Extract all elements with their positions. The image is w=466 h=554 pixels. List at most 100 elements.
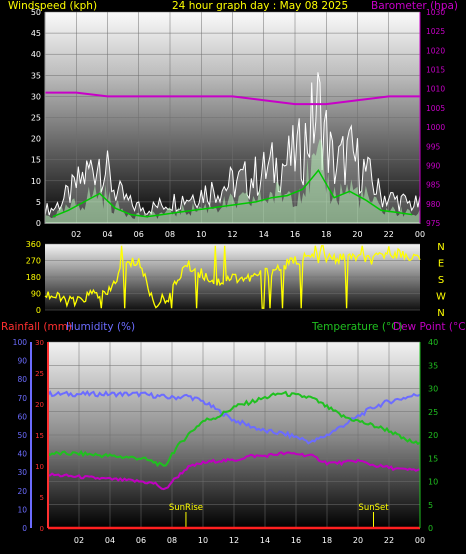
barometer-tick-label: 995 [426, 142, 441, 151]
rain-tick-label: 30 [35, 339, 44, 347]
temperature-tick-label: 15 [428, 454, 438, 463]
wind-tick-label: 15 [31, 156, 41, 165]
temperature-x-tick-label: 00 [415, 536, 425, 545]
humidity-tick-label: 70 [17, 394, 27, 403]
wind-direction-line [44, 245, 421, 309]
temperature-tick-label: 20 [428, 431, 438, 440]
wind-tick-label: 25 [31, 114, 41, 123]
wind-x-tick-label: 12 [227, 230, 237, 239]
wind-tick-label: 35 [31, 71, 41, 80]
rain-tick-label: 5 [40, 494, 44, 502]
temperature-x-tick-label: 08 [167, 536, 177, 545]
wind-x-tick-label: 06 [134, 230, 144, 239]
compass-label: N [437, 308, 444, 319]
wind-x-tick-label: 18 [321, 230, 331, 239]
graph-title: 24 hour graph day : May 08 2025 [172, 0, 348, 12]
compass-label: E [438, 259, 444, 270]
barometer-tick-label: 980 [426, 200, 441, 209]
direction-tick-label: 90 [31, 290, 41, 299]
wind-x-tick-label: 14 [259, 230, 269, 239]
temperature-tick-label: 35 [428, 361, 438, 370]
barometer-tick-label: 1005 [426, 104, 445, 113]
humidity-tick-label: 40 [17, 450, 27, 459]
barometer-tick-label: 1015 [426, 66, 445, 75]
temperature-x-tick-label: 20 [353, 536, 363, 545]
temperature-tick-label: 25 [428, 408, 438, 417]
humidity-tick-label: 90 [17, 357, 27, 366]
wind-x-tick-label: 08 [165, 230, 175, 239]
compass-label: W [436, 292, 446, 303]
barometer-tick-label: 985 [426, 181, 441, 190]
wind-grid [45, 11, 421, 224]
sun-marker-label: SunSet [358, 503, 389, 513]
humidity-label: Humidity (%) [66, 321, 135, 333]
temperature-x-tick-label: 10 [198, 536, 208, 545]
wind-tick-label: 0 [36, 219, 41, 228]
temperature-x-tick-label: 02 [74, 536, 84, 545]
humidity-tick-label: 50 [17, 431, 27, 440]
humidity-tick-label: 60 [17, 412, 27, 421]
barometer-tick-label: 975 [426, 219, 441, 228]
wind-tick-label: 45 [31, 29, 41, 38]
wind-y-ticks: 0 5 10 15 20 25 30 35 40 45 50 [31, 8, 41, 228]
wind-tick-label: 20 [31, 135, 41, 144]
compass-label: S [438, 275, 444, 286]
rain-tick-label: 0 [40, 525, 44, 533]
humidity-tick-label: 80 [17, 375, 27, 384]
direction-tick-label: 180 [26, 273, 41, 282]
humidity-y-ticks: 0 10 20 30 40 50 60 70 80 90 100 [13, 338, 28, 533]
barometer-tick-label: 1000 [426, 123, 445, 132]
temperature-tick-label: 0 [428, 524, 433, 533]
wind-x-ticks: 02 04 06 08 10 12 14 16 18 20 22 00 [71, 230, 425, 239]
temperature-x-tick-label: 14 [260, 536, 270, 545]
windspeed-series [44, 72, 421, 224]
wind-average-line [52, 168, 413, 218]
wind-tick-label: 5 [36, 198, 41, 207]
dewpoint-label: Dew Point (°C) [393, 321, 466, 333]
wind-x-tick-label: 20 [352, 230, 362, 239]
wind-x-tick-label: 16 [290, 230, 300, 239]
barometer-line [45, 91, 420, 106]
barometer-tick-label: 990 [426, 161, 441, 170]
humidity-tick-label: 0 [22, 524, 27, 533]
wind-x-tick-label: 00 [415, 230, 425, 239]
wind-tick-label: 30 [31, 92, 41, 101]
barometer-tick-label: 1020 [426, 46, 445, 55]
direction-tick-label: 360 [26, 240, 41, 249]
barometer-tick-label: 1010 [426, 85, 445, 94]
temperature-x-tick-label: 12 [229, 536, 239, 545]
barometer-y-ticks: 975 980 985 990 995 1000 1005 1010 1015 1020 1025 1… [426, 8, 445, 228]
rain-tick-label: 25 [35, 370, 44, 378]
barometer-tick-label: 1025 [426, 27, 445, 36]
wind-tick-label: 40 [31, 50, 41, 59]
rain-tick-label: 10 [35, 463, 44, 471]
temperature-tick-label: 5 [428, 501, 433, 510]
temperature-x-tick-label: 04 [105, 536, 115, 545]
direction-y-ticks: 0 90 180 270 360 [26, 240, 41, 315]
rain-y-ticks: 0 5 10 15 20 25 30 [35, 339, 44, 533]
windspeed-label: Windspeed (kph) [8, 0, 97, 12]
temperature-tick-label: 30 [428, 385, 438, 394]
temperature-tick-label: 40 [428, 338, 438, 347]
temperature-label: Temperature (°C) [311, 321, 403, 333]
wind-x-tick-label: 02 [71, 230, 81, 239]
dewpoint-line [47, 451, 421, 491]
sun-marker-label: SunRise [169, 503, 203, 513]
rainfall-label: Rainfall (mm) [1, 321, 72, 333]
barometer-label: Barometer (hpa) [371, 0, 458, 12]
wind-x-tick-label: 22 [384, 230, 394, 239]
wind-x-tick-label: 10 [196, 230, 206, 239]
rain-tick-label: 15 [35, 432, 44, 440]
temperature-x-tick-label: 16 [291, 536, 301, 545]
humidity-tick-label: 10 [17, 505, 27, 514]
direction-tick-label: 270 [26, 257, 41, 266]
compass-label: N [437, 242, 444, 253]
direction-tick-label: 0 [36, 306, 41, 315]
humidity-tick-label: 20 [17, 487, 27, 496]
temperature-x-ticks: 02 04 06 08 10 12 14 16 18 20 22 00 [74, 536, 425, 545]
humidity-tick-label: 30 [17, 468, 27, 477]
wind-x-tick-label: 04 [102, 230, 112, 239]
temperature-y-ticks: 0 5 10 15 20 25 30 35 40 [428, 338, 438, 533]
